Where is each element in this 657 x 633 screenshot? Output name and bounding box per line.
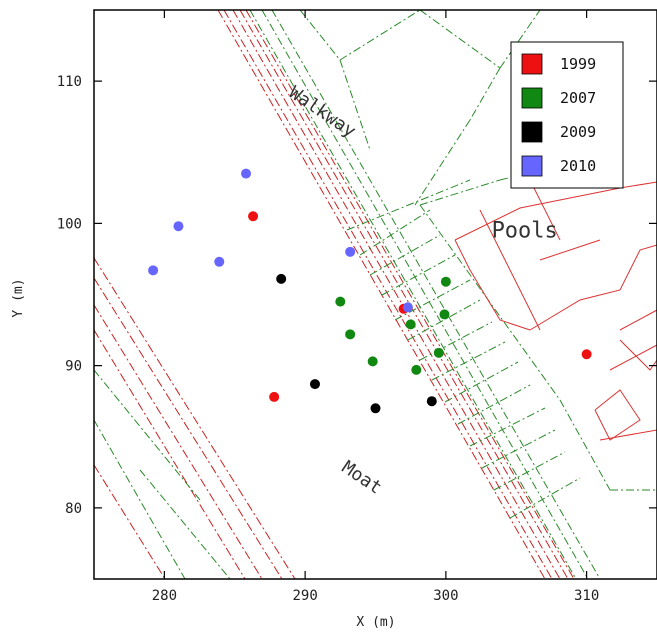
axes-frame xyxy=(93,9,657,580)
point-2010 xyxy=(148,265,159,276)
legend-label-2007: 2007 xyxy=(560,89,596,107)
point-2007 xyxy=(433,347,444,358)
x-axis-label: X (m) xyxy=(356,615,395,630)
point-2009 xyxy=(370,403,381,414)
data-points xyxy=(148,168,592,414)
legend: 1999 2007 2009 2010 xyxy=(510,41,624,189)
point-2010 xyxy=(402,302,413,313)
point-2010 xyxy=(345,246,356,257)
point-2007 xyxy=(439,309,450,320)
point-2009 xyxy=(426,396,437,407)
legend-label-1999: 1999 xyxy=(560,55,596,73)
legend-swatch-2007 xyxy=(521,87,543,109)
point-2007 xyxy=(345,329,356,340)
y-tick-label: 110 xyxy=(57,74,82,90)
point-2010 xyxy=(214,256,225,267)
moat-lines xyxy=(94,10,575,579)
y-axis-label: Y (m) xyxy=(11,278,26,317)
map-label-pools: Pools xyxy=(492,219,558,244)
point-1999 xyxy=(581,349,592,360)
point-2010 xyxy=(241,168,252,179)
x-axis: 280 290 300 310 xyxy=(152,10,599,604)
point-1999 xyxy=(248,211,259,222)
point-2009 xyxy=(309,379,320,390)
pools-outlines xyxy=(454,179,657,441)
background-map xyxy=(94,10,657,579)
point-2010 xyxy=(173,221,184,232)
y-tick-label: 90 xyxy=(65,359,82,375)
point-2007 xyxy=(367,356,378,367)
legend-swatch-2010 xyxy=(521,155,543,177)
point-2009 xyxy=(276,273,287,284)
point-2007 xyxy=(440,276,451,287)
legend-swatch-2009 xyxy=(521,121,543,143)
legend-label-2010: 2010 xyxy=(560,157,596,175)
point-2007 xyxy=(405,319,416,330)
y-tick-label: 100 xyxy=(57,216,82,232)
point-1999 xyxy=(269,391,280,402)
legend-label-2009: 2009 xyxy=(560,123,596,141)
y-tick-label: 80 xyxy=(65,501,82,517)
point-2007 xyxy=(411,364,422,375)
x-tick-label: 300 xyxy=(433,588,458,604)
legend-swatch-1999 xyxy=(521,53,543,75)
x-tick-label: 280 xyxy=(152,588,177,604)
y-axis: 80 90 100 110 xyxy=(57,74,657,517)
x-tick-label: 290 xyxy=(292,588,317,604)
point-2007 xyxy=(335,296,346,307)
x-tick-label: 310 xyxy=(574,588,599,604)
